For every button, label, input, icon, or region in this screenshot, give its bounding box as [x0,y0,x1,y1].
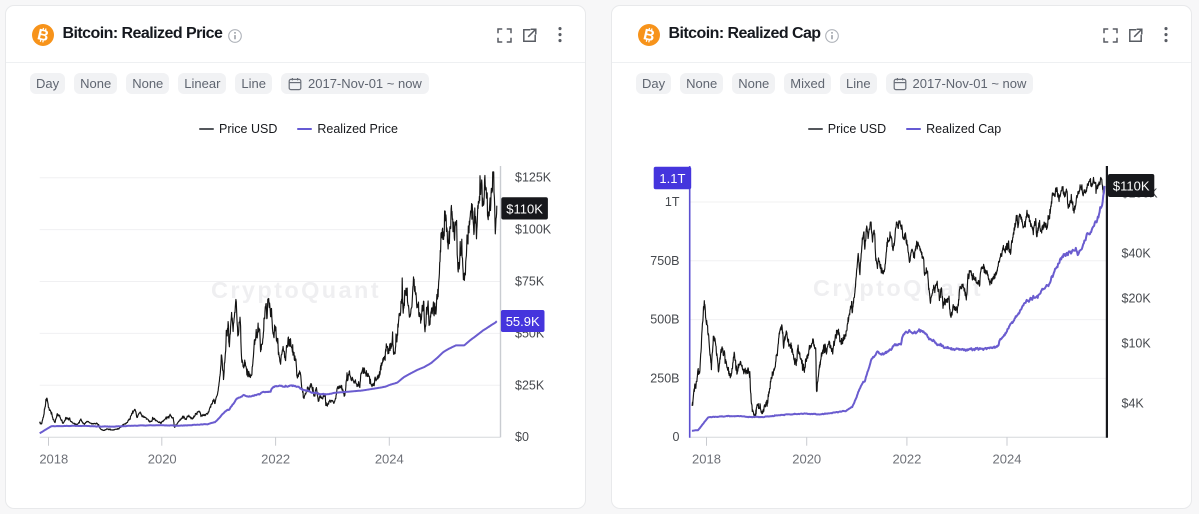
svg-text:2020: 2020 [792,452,821,467]
svg-text:2018: 2018 [692,452,721,467]
svg-text:2024: 2024 [375,452,404,467]
svg-text:$40K: $40K [1122,246,1152,260]
svg-text:250B: 250B [650,371,679,385]
svg-text:B: B [36,26,51,45]
svg-text:$25K: $25K [515,378,545,392]
svg-text:0: 0 [673,430,680,444]
svg-text:500B: 500B [650,313,679,327]
svg-text:2020: 2020 [148,452,177,467]
svg-text:$0: $0 [515,430,529,444]
svg-text:$75K: $75K [515,275,545,289]
svg-text:$110K: $110K [1113,179,1150,194]
svg-text:$10K: $10K [1122,337,1152,351]
svg-text:1T: 1T [665,195,680,209]
svg-text:$100K: $100K [515,223,552,237]
svg-text:2024: 2024 [993,452,1022,467]
svg-text:B: B [642,26,657,45]
svg-text:2022: 2022 [261,452,290,467]
svg-text:$110K: $110K [506,201,543,216]
svg-text:$125K: $125K [515,171,552,185]
svg-text:1.1T: 1.1T [659,171,685,186]
svg-text:$20K: $20K [1122,292,1152,306]
svg-text:CryptoQuant: CryptoQuant [813,275,983,301]
svg-text:55.9K: 55.9K [506,314,540,329]
svg-text:2018: 2018 [39,452,68,467]
svg-text:2022: 2022 [892,452,921,467]
svg-text:750B: 750B [650,254,679,268]
svg-text:$4K: $4K [1122,397,1145,411]
svg-text:CryptoQuant: CryptoQuant [211,277,381,303]
